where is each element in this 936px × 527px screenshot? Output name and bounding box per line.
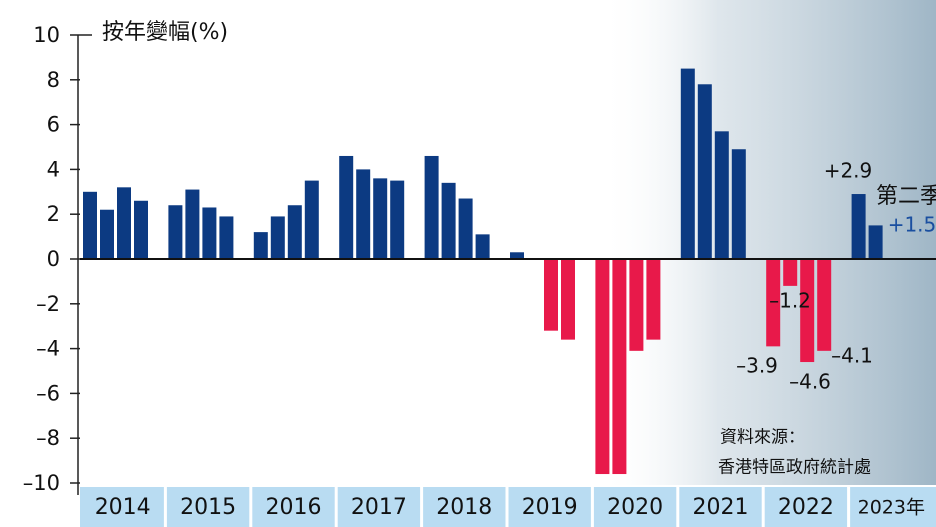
bar (83, 192, 97, 259)
bar (339, 156, 353, 259)
bar (425, 156, 439, 259)
bar (219, 216, 233, 259)
y-tick-label: –2 (36, 292, 60, 316)
bar (561, 259, 575, 340)
page: 按年變幅(%) 資料來源： 香港特區政府統計處 第二季 –10 –8 –6 –4 –2 0… (0, 0, 936, 527)
x-tick-label: 2021 (693, 495, 749, 520)
bar (202, 207, 216, 259)
background-photo (600, 0, 936, 485)
y-tick-label: 10 (33, 23, 60, 47)
y-tick-label: –8 (36, 426, 60, 450)
bar (715, 131, 729, 259)
bar (612, 259, 626, 474)
y-tick-label: 2 (47, 202, 60, 226)
y-tick-label: 0 (47, 247, 60, 271)
bar (288, 205, 302, 259)
bar (595, 259, 609, 474)
annotation: 第二季 (876, 184, 936, 209)
y-axis-label: 按年變幅(%) (102, 20, 228, 45)
y-tick-label: 4 (47, 157, 60, 181)
bar (732, 149, 746, 259)
bar (681, 69, 695, 259)
value-label: –1.2 (769, 289, 811, 313)
x-tick-label: 2014 (95, 495, 151, 520)
bar (629, 259, 643, 351)
value-label: –4.6 (789, 370, 831, 394)
bar (698, 84, 712, 259)
bar (168, 205, 182, 259)
x-tick-label: 2015 (180, 495, 236, 520)
source-title: 資料來源： (720, 428, 805, 448)
bar (817, 259, 831, 351)
bar (442, 183, 456, 259)
bar (134, 201, 148, 259)
source: 香港特區政府統計處 (718, 458, 871, 478)
value-label: –4.1 (831, 344, 873, 368)
value-label: +1.5 (888, 213, 936, 237)
y-tick-label: –10 (23, 471, 60, 495)
bar (646, 259, 660, 340)
x-tick-label: 2018 (436, 495, 492, 520)
bar (869, 225, 883, 259)
bar (356, 169, 370, 259)
bar (117, 187, 131, 259)
y-tick-label: –4 (36, 337, 60, 361)
bar (254, 232, 268, 259)
bar (271, 216, 285, 259)
chart: 按年變幅(%) 資料來源： 香港特區政府統計處 第二季 –10 –8 –6 –4 –2 0… (0, 0, 936, 527)
y-tick-label: 8 (47, 68, 60, 92)
bar (544, 259, 558, 331)
x-tick-label: 2022 (778, 495, 834, 520)
x-tick-label: 2020 (607, 495, 663, 520)
bar (373, 178, 387, 259)
y-tick-label: –6 (36, 381, 60, 405)
bar (459, 199, 473, 259)
x-tick-label: 2017 (351, 495, 407, 520)
bar (510, 252, 524, 259)
bar (305, 181, 319, 259)
x-tick-label: 2016 (266, 495, 322, 520)
bar (476, 234, 490, 259)
bar (390, 181, 404, 259)
x-tick-label: 2023年 (858, 497, 925, 519)
bar (185, 190, 199, 259)
bar (852, 194, 866, 259)
bar (783, 259, 797, 286)
bar (100, 210, 114, 259)
y-tick-label: 6 (47, 113, 60, 137)
x-tick-label: 2019 (522, 495, 578, 520)
value-label: +2.9 (824, 159, 873, 183)
value-label: –3.9 (736, 354, 778, 378)
